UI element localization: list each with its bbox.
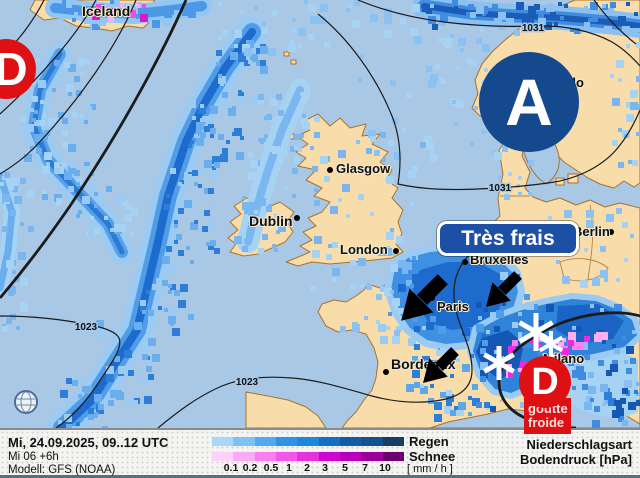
rain-color-scale <box>212 437 404 446</box>
legend-color-step <box>361 437 383 446</box>
legend-color-step <box>254 452 276 461</box>
city-dot-dublin <box>294 215 300 221</box>
legend-color-step <box>275 452 298 461</box>
snow-color-scale <box>212 452 404 461</box>
city-label-dublin: Dublin <box>249 213 293 229</box>
globe-watermark-icon <box>14 390 38 414</box>
legend-color-step <box>318 437 340 446</box>
legend-tick: 7 <box>362 462 368 474</box>
rain-legend-label: Regen <box>409 434 449 449</box>
annotation-overlay <box>401 271 564 383</box>
snowflake-icon <box>518 313 554 351</box>
cold-advection-arrow-icon <box>486 271 522 307</box>
pressure-text: Bodendruck [hPa] <box>520 452 632 467</box>
cold-advection-arrow-icon <box>423 347 459 383</box>
city-dot-bruxelles <box>462 259 468 265</box>
legend-tick: 3 <box>322 462 328 474</box>
city-dot-glasgow <box>327 167 333 173</box>
city-label-london: London <box>340 242 388 257</box>
run-offset-text: Mi 06 +6h <box>8 451 59 463</box>
high-letter: A <box>505 65 553 139</box>
city-label-paris: Paris <box>437 299 469 314</box>
legend-color-step <box>382 452 404 461</box>
legend-color-step <box>212 437 234 446</box>
valid-time-text: Mi, 24.09.2025, 09..12 UTC <box>8 435 169 450</box>
model-text: Modell: GFS (NOAA) <box>8 464 116 476</box>
legend-color-step <box>254 437 276 446</box>
land-spain <box>245 391 327 428</box>
legend-tick: 0.2 <box>242 462 258 474</box>
isobar-label: 1023 <box>75 322 98 333</box>
legend-color-step <box>339 452 362 461</box>
city-dot-berlin <box>608 229 614 235</box>
legend-unit-label: [ mm / h ] <box>407 463 453 475</box>
low-letter: D <box>0 43 28 95</box>
isobar-label: 1031 <box>522 23 545 34</box>
legend-color-step <box>297 437 319 446</box>
island-faroe <box>283 51 290 57</box>
legend-tick: 10 <box>379 462 391 474</box>
legend-color-step <box>297 452 319 461</box>
cold-advection-arrow-icon <box>401 274 448 321</box>
low-letter: D <box>531 361 559 403</box>
snowflake-icon <box>483 346 515 380</box>
legend-tick: 5 <box>342 462 348 474</box>
snow-legend-label: Schnee <box>409 449 456 464</box>
layer-description-text: Niederschlagsart Bodendruck [hPa] <box>520 437 632 467</box>
isobar-label: 1031 <box>489 183 512 194</box>
city-label-berlin: Berlin <box>573 224 610 239</box>
legend-tick: 0.5 <box>263 462 279 474</box>
isobar-label: 1023 <box>236 377 259 388</box>
legend-color-step <box>339 437 362 446</box>
tres-frais-annotation: Très frais <box>437 221 579 256</box>
legend-color-step <box>275 437 298 446</box>
legend-tick: 1 <box>286 462 292 474</box>
isobar-labels: 1031 1031 1023 1023 <box>73 22 546 390</box>
high-pressure-symbol: A <box>479 52 579 152</box>
city-dot-london <box>393 248 399 254</box>
legend-tick: 0.1 <box>223 462 239 474</box>
city-dot-bordeaux <box>383 369 389 375</box>
isobar-bold-nw <box>0 0 188 299</box>
legend-color-step <box>318 452 340 461</box>
precipitation-layer <box>0 0 640 428</box>
legend-color-step <box>233 452 255 461</box>
snowflake-icon <box>538 331 564 357</box>
city-label-glasgow: Glasgow <box>336 161 391 176</box>
legend-color-step <box>233 437 255 446</box>
island-faroe-2 <box>290 59 297 65</box>
low-pressure-symbol-se: D <box>519 356 571 408</box>
precip-type-text: Niederschlagsart <box>526 437 633 452</box>
tres-frais-text: Très frais <box>461 226 555 250</box>
legend-color-step <box>212 452 234 461</box>
footer-bar: Mi, 24.09.2025, 09..12 UTC Mi 06 +6h Mod… <box>0 428 640 478</box>
region-label-iceland: Iceland <box>82 3 131 19</box>
legend-color-step <box>361 452 383 461</box>
legend-color-step <box>382 437 404 446</box>
goutte-froide-line2: froide <box>528 415 565 430</box>
legend-tick: 2 <box>304 462 310 474</box>
